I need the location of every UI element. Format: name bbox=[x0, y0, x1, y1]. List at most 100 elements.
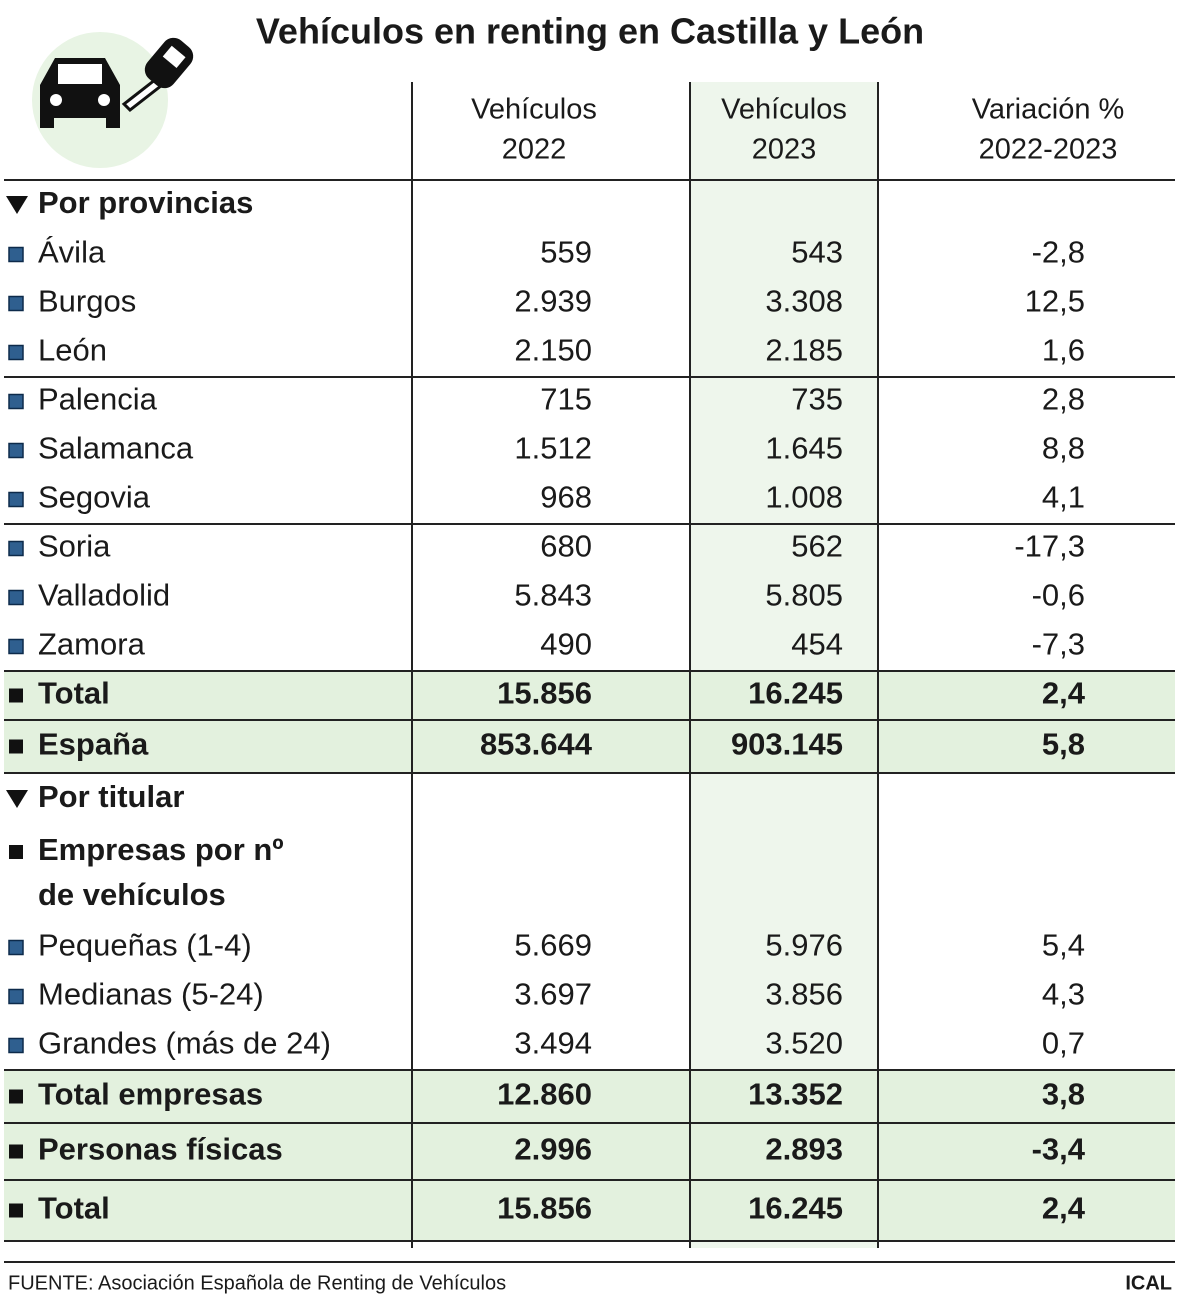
cell: 5,4 bbox=[1042, 928, 1085, 963]
row-label: Segovia bbox=[38, 480, 151, 515]
cell: 715 bbox=[540, 382, 592, 417]
cell: 4,3 bbox=[1042, 977, 1085, 1012]
bullet bbox=[8, 589, 24, 606]
bullet bbox=[8, 638, 24, 655]
triangle bbox=[6, 196, 28, 214]
cell: 2.185 bbox=[765, 333, 843, 368]
row-label: Valladolid bbox=[38, 578, 170, 613]
row-label: Total empresas bbox=[38, 1077, 263, 1112]
cell: 16.245 bbox=[748, 676, 843, 711]
cell: 5.843 bbox=[514, 578, 592, 613]
row-label: España bbox=[38, 727, 149, 762]
cell: 16.245 bbox=[748, 1191, 843, 1226]
bullet bbox=[9, 688, 23, 703]
cell: 12.860 bbox=[497, 1077, 592, 1112]
bullet bbox=[9, 1089, 23, 1104]
row-label: León bbox=[38, 333, 107, 368]
column-shade bbox=[690, 82, 878, 1248]
bullet bbox=[8, 1037, 24, 1054]
bullet bbox=[8, 988, 24, 1005]
total-band bbox=[4, 1123, 1175, 1180]
bullet bbox=[8, 344, 24, 361]
column-header: Vehículos bbox=[721, 94, 847, 126]
bullet bbox=[8, 393, 24, 410]
cell: 968 bbox=[540, 480, 592, 515]
cell: 454 bbox=[791, 627, 843, 662]
cell: 1.645 bbox=[765, 431, 843, 466]
cell: 853.644 bbox=[480, 727, 593, 762]
row-label: Medianas (5-24) bbox=[38, 977, 264, 1012]
row-label: Palencia bbox=[38, 382, 158, 417]
row-label: Pequeñas (1-4) bbox=[38, 928, 252, 963]
row-label: Total bbox=[38, 676, 110, 711]
bullet bbox=[8, 295, 24, 312]
cell: 0,7 bbox=[1042, 1026, 1085, 1061]
cell: 3.697 bbox=[514, 977, 592, 1012]
cell: 5.976 bbox=[765, 928, 843, 963]
cell: 1.512 bbox=[514, 431, 592, 466]
cell: 2.893 bbox=[765, 1132, 843, 1167]
cell: 3.494 bbox=[514, 1026, 592, 1061]
column-header: 2023 bbox=[752, 134, 817, 166]
cell: 2,8 bbox=[1042, 382, 1085, 417]
cell: 15.856 bbox=[497, 676, 592, 711]
column-header: 2022 bbox=[502, 134, 567, 166]
cell: 5.669 bbox=[514, 928, 592, 963]
total-band bbox=[4, 720, 1175, 773]
cell: -0,6 bbox=[1032, 578, 1085, 613]
subheading: de vehículos bbox=[38, 877, 226, 912]
cell: 13.352 bbox=[748, 1077, 843, 1112]
column-header: Vehículos bbox=[471, 94, 597, 126]
bullet bbox=[9, 1203, 23, 1218]
bullet bbox=[8, 540, 24, 557]
total-band bbox=[4, 1180, 1175, 1241]
cell: 562 bbox=[791, 529, 843, 564]
triangle bbox=[6, 790, 28, 808]
bullet bbox=[8, 442, 24, 459]
cell: 2.150 bbox=[514, 333, 592, 368]
row-label: Zamora bbox=[38, 627, 146, 662]
car-key-icon bbox=[32, 32, 194, 168]
cell: 1.008 bbox=[765, 480, 843, 515]
cell: 5.805 bbox=[765, 578, 843, 613]
cell: 3,8 bbox=[1042, 1077, 1085, 1112]
bullet bbox=[8, 491, 24, 508]
column-header: 2022-2023 bbox=[979, 134, 1118, 166]
cell: 3.520 bbox=[765, 1026, 843, 1061]
row-label: Personas físicas bbox=[38, 1132, 283, 1167]
cell: 4,1 bbox=[1042, 480, 1085, 515]
cell: -2,8 bbox=[1032, 235, 1085, 270]
row-label: Burgos bbox=[38, 284, 136, 319]
bands bbox=[4, 671, 1175, 1241]
cell: 2.996 bbox=[514, 1132, 592, 1167]
bullet bbox=[9, 845, 23, 859]
cell: 490 bbox=[540, 627, 592, 662]
title: Vehículos en renting en Castilla y León bbox=[256, 11, 924, 52]
cell: 5,8 bbox=[1042, 727, 1085, 762]
bullet bbox=[8, 939, 24, 956]
cell: 903.145 bbox=[731, 727, 843, 762]
cell: 2.939 bbox=[514, 284, 592, 319]
section-heading: Por titular bbox=[38, 779, 184, 814]
total-band bbox=[4, 671, 1175, 720]
subheading: Empresas por nº bbox=[38, 832, 284, 867]
section-heading: Por provincias bbox=[38, 185, 253, 220]
cell: -17,3 bbox=[1014, 529, 1085, 564]
cell: -3,4 bbox=[1032, 1132, 1086, 1167]
row-label: Soria bbox=[38, 529, 111, 564]
bullet bbox=[9, 1144, 23, 1159]
total-band bbox=[4, 1070, 1175, 1123]
cell: 3.308 bbox=[765, 284, 843, 319]
cell: 1,6 bbox=[1042, 333, 1085, 368]
cell: 2,4 bbox=[1042, 676, 1086, 711]
cell: 559 bbox=[540, 235, 592, 270]
cell: 735 bbox=[791, 382, 843, 417]
cell: 3.856 bbox=[765, 977, 843, 1012]
bullet bbox=[8, 246, 24, 263]
cell: 2,4 bbox=[1042, 1191, 1086, 1226]
cell: 8,8 bbox=[1042, 431, 1085, 466]
row-label: Ávila bbox=[38, 235, 106, 270]
source: FUENTE: Asociación Española de Renting d… bbox=[8, 1272, 506, 1294]
